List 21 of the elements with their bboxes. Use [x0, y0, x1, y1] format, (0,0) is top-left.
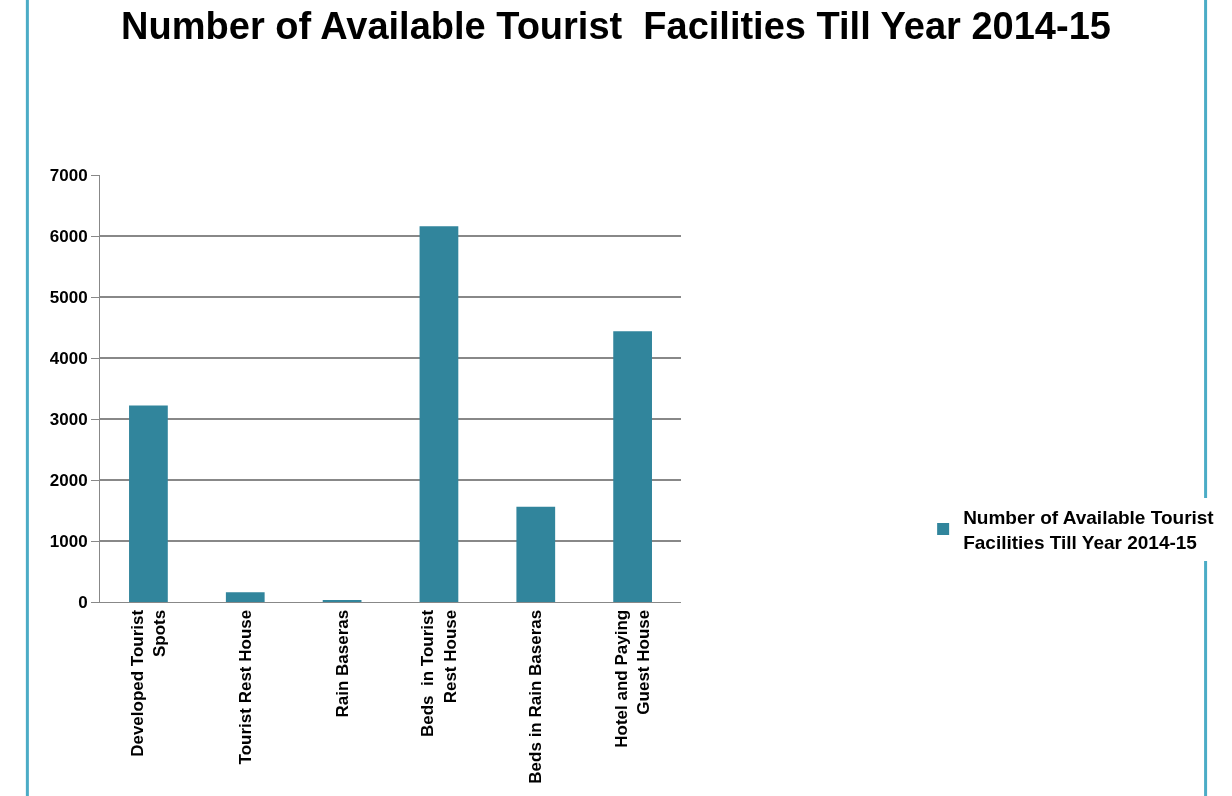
- x-tick-label: Rain Baseras: [332, 609, 352, 718]
- bar: [225, 592, 265, 602]
- x-tick-label: Hotel and Paying Guest House: [612, 609, 654, 748]
- legend-label: Number of Available Tourist Facilities Till Year 2014-15: [963, 507, 1215, 553]
- y-tick-label: 7000: [49, 165, 88, 185]
- y-tick-label: 4000: [49, 348, 88, 368]
- bar: [129, 405, 168, 602]
- x-tick-label: Developed Tourist Spots: [127, 609, 169, 757]
- chart-title: Number of Available Tourist Facilities Till Year 2014-15: [121, 4, 1111, 47]
- x-tick-label: Beds in Rain Baseras: [526, 609, 546, 784]
- y-tick-label: 3000: [49, 409, 88, 429]
- y-tick-label: 0: [78, 592, 88, 612]
- x-tick-label: Beds in Tourist Rest House: [418, 609, 460, 737]
- x-tick-label: Tourist Rest House: [235, 609, 255, 765]
- y-tick-label: 2000: [49, 470, 88, 490]
- y-tick-label: 5000: [49, 287, 88, 307]
- bar: [613, 331, 652, 602]
- y-tick-label: 6000: [49, 226, 88, 246]
- y-tick-label: 1000: [49, 531, 88, 551]
- bar: [419, 226, 459, 602]
- bar: [516, 506, 556, 602]
